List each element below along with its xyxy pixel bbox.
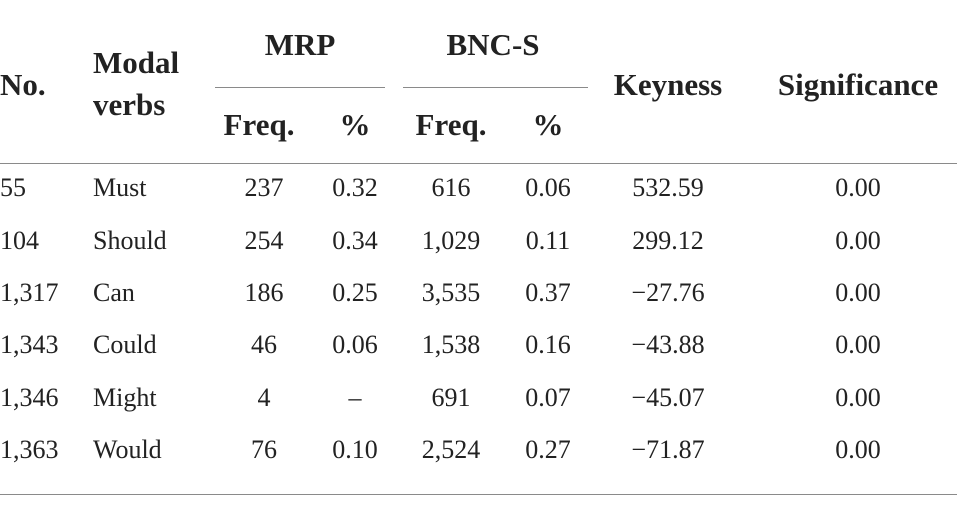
cell: 76 — [251, 435, 277, 464]
cell: 237 — [244, 173, 284, 202]
group-header: MRP — [264, 27, 336, 62]
subcolumn-header: Freq. — [223, 107, 295, 142]
cell: 299.12 — [632, 226, 704, 255]
cell: 0.10 — [332, 435, 378, 464]
cell: 46 — [251, 330, 277, 359]
cell: Might — [93, 383, 157, 412]
column-header: Keyness — [613, 67, 723, 102]
cell: 1,346 — [0, 383, 59, 412]
cell: 0.32 — [332, 173, 378, 202]
cell: 1,363 — [0, 435, 59, 464]
cell: 3,535 — [421, 278, 481, 307]
cell: −43.88 — [631, 330, 705, 359]
group-header: BNC-S — [446, 27, 540, 62]
group-rule — [403, 87, 588, 88]
cell: 0.27 — [525, 435, 571, 464]
cell: 1,538 — [421, 330, 481, 359]
column-header: No. — [0, 67, 46, 102]
cell: 4 — [257, 383, 271, 412]
cell: 0.00 — [835, 383, 881, 412]
column-header: Significance — [777, 67, 939, 102]
cell: Could — [93, 330, 157, 359]
cell: 0.00 — [835, 330, 881, 359]
subcolumn-header: % — [532, 107, 564, 142]
cell: 532.59 — [632, 173, 704, 202]
header-rule — [0, 163, 957, 164]
cell: −71.87 — [631, 435, 705, 464]
group-rule — [215, 87, 385, 88]
cell: 0.16 — [525, 330, 571, 359]
cell: 254 — [244, 226, 284, 255]
subcolumn-header: Freq. — [415, 107, 487, 142]
cell: Would — [93, 435, 162, 464]
cell: 55 — [0, 173, 26, 202]
cell: 0.00 — [835, 173, 881, 202]
cell: −45.07 — [631, 383, 705, 412]
cell: 186 — [244, 278, 284, 307]
subcolumn-header: % — [339, 107, 371, 142]
cell: 1,029 — [421, 226, 481, 255]
cell: Should — [93, 226, 167, 255]
cell: 0.06 — [525, 173, 571, 202]
cell: 104 — [0, 226, 39, 255]
cell: – — [348, 383, 362, 412]
column-header: Modal verbs — [93, 45, 180, 122]
cell: 1,343 — [0, 330, 59, 359]
cell: Must — [93, 173, 147, 202]
cell: 0.37 — [525, 278, 571, 307]
bottom-rule — [0, 494, 957, 495]
cell: 0.00 — [835, 278, 881, 307]
cell: −27.76 — [631, 278, 705, 307]
cell: 2,524 — [421, 435, 481, 464]
cell: 0.11 — [525, 226, 571, 255]
cell: Can — [93, 278, 135, 307]
cell: 0.34 — [332, 226, 378, 255]
cell: 691 — [431, 383, 471, 412]
cell: 0.00 — [835, 435, 881, 464]
cell: 1,317 — [0, 278, 59, 307]
cell: 0.06 — [332, 330, 378, 359]
cell: 0.07 — [525, 383, 571, 412]
cell: 0.00 — [835, 226, 881, 255]
cell: 0.25 — [332, 278, 378, 307]
cell: 616 — [431, 173, 471, 202]
